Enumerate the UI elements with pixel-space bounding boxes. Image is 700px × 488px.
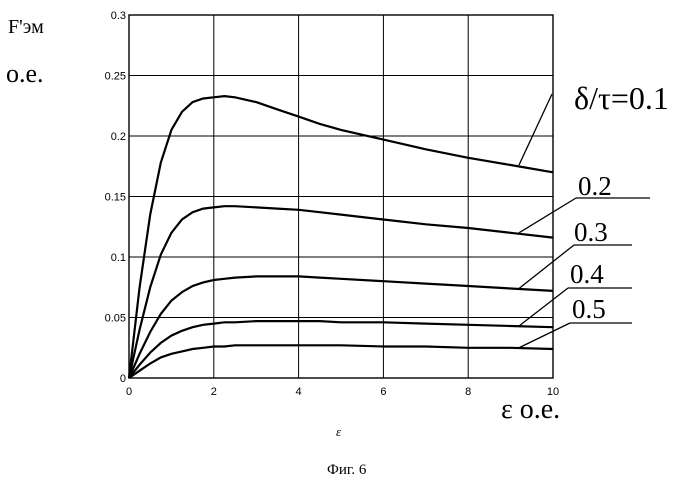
- x-tick-label: 0: [126, 386, 132, 398]
- y-tick-label: 0.15: [105, 192, 126, 204]
- series-label: 0.2: [578, 171, 612, 201]
- series-label: 0.4: [570, 259, 604, 289]
- y-axis-label-top: F'эм: [8, 16, 44, 38]
- y-tick-label: 0.2: [111, 131, 126, 143]
- y-tick-label: 0.05: [105, 313, 126, 325]
- x-tick-label: 8: [465, 386, 471, 398]
- series-label: 0.5: [572, 294, 606, 324]
- y-axis-label-bottom: о.е.: [6, 59, 44, 88]
- y-tick-label: 0.25: [105, 71, 126, 83]
- x-tick-label: 4: [296, 386, 302, 398]
- x-tick-label: 6: [380, 386, 386, 398]
- x-axis-symbol: ε: [336, 424, 342, 439]
- x-axis-label: ε о.е.: [501, 394, 560, 425]
- series-label: 0.3: [574, 217, 608, 247]
- y-tick-label: 0.1: [111, 252, 126, 264]
- y-tick-label: 0: [120, 373, 126, 385]
- y-tick-label: 0.3: [111, 10, 126, 22]
- figure-caption: Фиг. 6: [327, 462, 367, 478]
- x-tick-label: 2: [211, 386, 217, 398]
- series-label: δ/τ=0.1: [574, 80, 669, 116]
